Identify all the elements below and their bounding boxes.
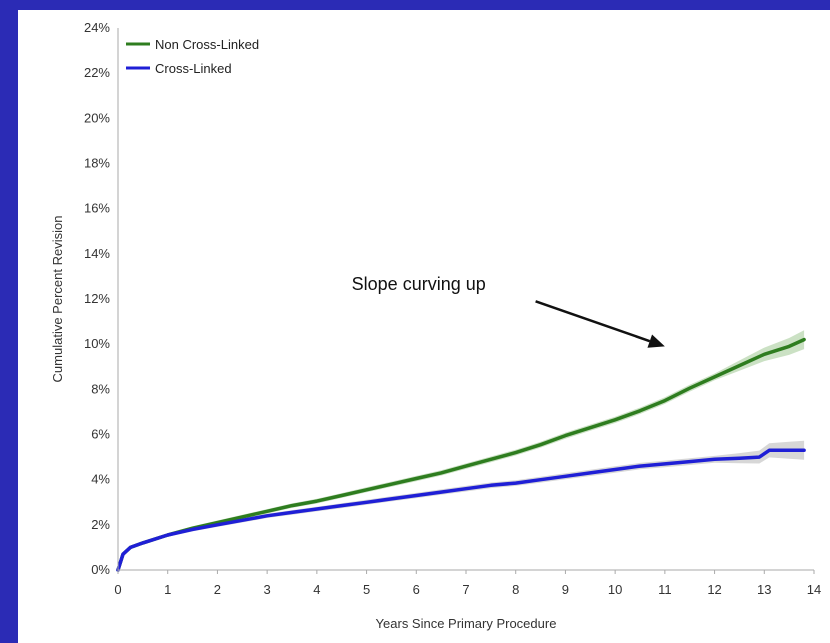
y-tick-labels: 0% 2% 4% 6% 8% 10% 12% 14% 16% 18% 20% 22% 24% — [84, 20, 110, 577]
x-tick-label: 5 — [363, 582, 370, 597]
x-tick-label: 9 — [562, 582, 569, 597]
y-tick-label: 22% — [84, 65, 110, 80]
annotation-arrow — [535, 300, 651, 343]
y-tick-label: 18% — [84, 156, 110, 171]
x-tick-label: 10 — [608, 582, 622, 597]
x-tick-labels: 0 1 2 3 4 5 6 7 8 9 10 11 12 13 14 — [114, 570, 821, 597]
y-tick-label: 4% — [91, 472, 110, 487]
y-tick-label: 24% — [84, 20, 110, 35]
x-tick-label: 6 — [413, 582, 420, 597]
y-axis-label: Cumulative Percent Revision — [50, 216, 65, 383]
x-tick-label: 12 — [707, 582, 721, 597]
x-tick-label: 1 — [164, 582, 171, 597]
x-tick-label: 0 — [114, 582, 121, 597]
band-cross-linked — [118, 440, 805, 570]
x-tick-label: 3 — [264, 582, 271, 597]
y-tick-label: 20% — [84, 110, 110, 125]
y-tick-label: 6% — [91, 427, 110, 442]
y-tick-label: 0% — [91, 562, 110, 577]
x-tick-label: 8 — [512, 582, 519, 597]
legend-label-non-cross-linked: Non Cross-Linked — [155, 37, 259, 52]
annotation-arrow-head — [647, 334, 665, 348]
x-tick-label: 13 — [757, 582, 771, 597]
y-tick-label: 10% — [84, 336, 110, 351]
x-tick-label: 4 — [313, 582, 320, 597]
annotation: Slope curving up — [352, 274, 665, 348]
x-tick-label: 11 — [658, 582, 672, 597]
annotation-text: Slope curving up — [352, 274, 486, 294]
y-tick-label: 12% — [84, 291, 110, 306]
y-tick-label: 2% — [91, 517, 110, 532]
y-tick-label: 8% — [91, 381, 110, 396]
legend-label-cross-linked: Cross-Linked — [155, 61, 232, 76]
x-tick-label: 2 — [214, 582, 221, 597]
series-lines — [116, 337, 806, 572]
legend: Non Cross-Linked Cross-Linked — [126, 37, 259, 76]
band-non-cross-linked — [118, 330, 805, 570]
y-tick-label: 14% — [84, 246, 110, 261]
confidence-bands — [118, 330, 805, 570]
line-non-cross-linked — [116, 337, 806, 572]
x-tick-label: 14 — [807, 582, 821, 597]
x-axis-label: Years Since Primary Procedure — [376, 616, 557, 631]
y-tick-label: 16% — [84, 201, 110, 216]
x-tick-label: 7 — [462, 582, 469, 597]
line-cross-linked — [116, 448, 806, 572]
